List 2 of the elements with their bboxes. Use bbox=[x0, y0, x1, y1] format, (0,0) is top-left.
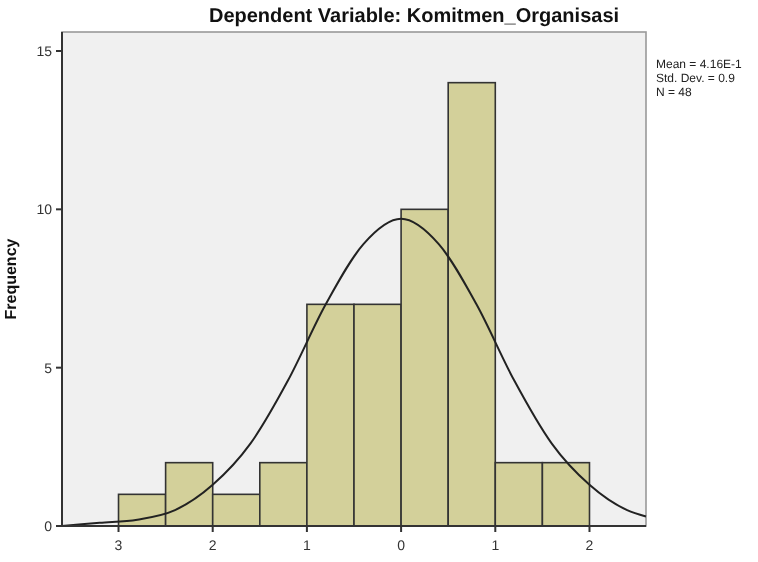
chart-title: Dependent Variable: Komitmen_Organisasi bbox=[208, 6, 620, 28]
y-axis-title: Frequency bbox=[2, 237, 20, 320]
